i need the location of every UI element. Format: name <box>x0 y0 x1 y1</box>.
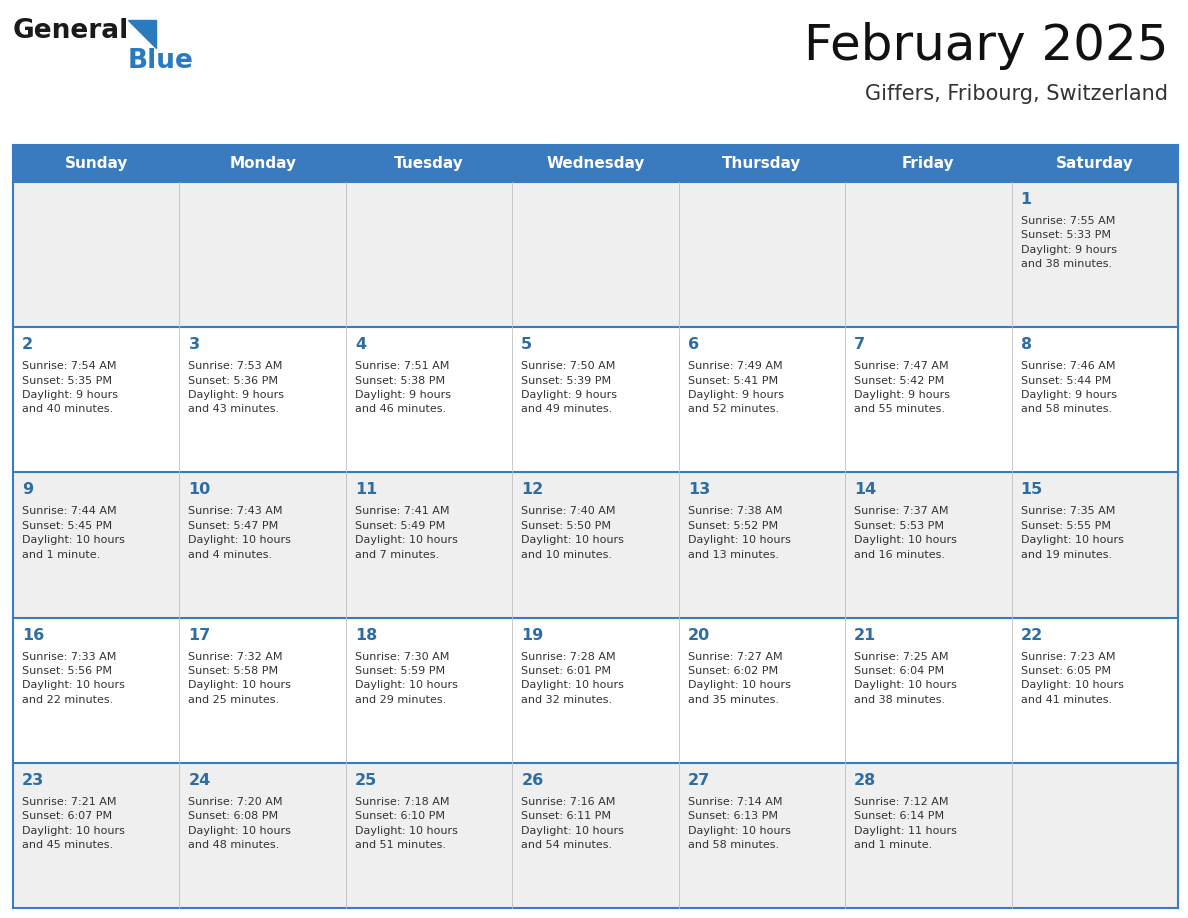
Text: Thursday: Thursday <box>722 156 802 171</box>
Text: Sunrise: 7:28 AM
Sunset: 6:01 PM
Daylight: 10 hours
and 32 minutes.: Sunrise: 7:28 AM Sunset: 6:01 PM Dayligh… <box>522 652 624 705</box>
Text: 27: 27 <box>688 773 710 788</box>
Text: 17: 17 <box>189 628 210 643</box>
Text: 21: 21 <box>854 628 877 643</box>
Text: 9: 9 <box>23 482 33 498</box>
Text: Blue: Blue <box>128 48 194 74</box>
Text: 13: 13 <box>688 482 710 498</box>
Text: 24: 24 <box>189 773 210 788</box>
Text: Sunrise: 7:50 AM
Sunset: 5:39 PM
Daylight: 9 hours
and 49 minutes.: Sunrise: 7:50 AM Sunset: 5:39 PM Dayligh… <box>522 361 618 414</box>
Text: 11: 11 <box>355 482 377 498</box>
Bar <box>13 473 1178 618</box>
Text: Sunrise: 7:51 AM
Sunset: 5:38 PM
Daylight: 9 hours
and 46 minutes.: Sunrise: 7:51 AM Sunset: 5:38 PM Dayligh… <box>355 361 451 414</box>
Text: Sunrise: 7:23 AM
Sunset: 6:05 PM
Daylight: 10 hours
and 41 minutes.: Sunrise: 7:23 AM Sunset: 6:05 PM Dayligh… <box>1020 652 1124 705</box>
Text: Sunrise: 7:33 AM
Sunset: 5:56 PM
Daylight: 10 hours
and 22 minutes.: Sunrise: 7:33 AM Sunset: 5:56 PM Dayligh… <box>23 652 125 705</box>
Text: 4: 4 <box>355 337 366 353</box>
Text: General: General <box>13 18 129 44</box>
Text: Sunrise: 7:14 AM
Sunset: 6:13 PM
Daylight: 10 hours
and 58 minutes.: Sunrise: 7:14 AM Sunset: 6:13 PM Dayligh… <box>688 797 790 850</box>
Text: Sunrise: 7:32 AM
Sunset: 5:58 PM
Daylight: 10 hours
and 25 minutes.: Sunrise: 7:32 AM Sunset: 5:58 PM Dayligh… <box>189 652 291 705</box>
Text: 14: 14 <box>854 482 877 498</box>
Text: 12: 12 <box>522 482 544 498</box>
Bar <box>13 327 1178 473</box>
Bar <box>13 763 1178 908</box>
Text: 23: 23 <box>23 773 44 788</box>
Text: Sunrise: 7:18 AM
Sunset: 6:10 PM
Daylight: 10 hours
and 51 minutes.: Sunrise: 7:18 AM Sunset: 6:10 PM Dayligh… <box>355 797 457 850</box>
Text: 8: 8 <box>1020 337 1031 353</box>
Text: 20: 20 <box>688 628 710 643</box>
Text: Sunrise: 7:12 AM
Sunset: 6:14 PM
Daylight: 11 hours
and 1 minute.: Sunrise: 7:12 AM Sunset: 6:14 PM Dayligh… <box>854 797 958 850</box>
Text: Sunrise: 7:35 AM
Sunset: 5:55 PM
Daylight: 10 hours
and 19 minutes.: Sunrise: 7:35 AM Sunset: 5:55 PM Dayligh… <box>1020 507 1124 560</box>
Text: 1: 1 <box>1020 192 1031 207</box>
Bar <box>13 618 1178 763</box>
Text: Saturday: Saturday <box>1056 156 1133 171</box>
Text: Sunrise: 7:44 AM
Sunset: 5:45 PM
Daylight: 10 hours
and 1 minute.: Sunrise: 7:44 AM Sunset: 5:45 PM Dayligh… <box>23 507 125 560</box>
Text: Wednesday: Wednesday <box>546 156 645 171</box>
Text: Sunrise: 7:55 AM
Sunset: 5:33 PM
Daylight: 9 hours
and 38 minutes.: Sunrise: 7:55 AM Sunset: 5:33 PM Dayligh… <box>1020 216 1117 269</box>
Text: 28: 28 <box>854 773 877 788</box>
Text: 26: 26 <box>522 773 544 788</box>
Text: 2: 2 <box>23 337 33 353</box>
Text: Sunrise: 7:53 AM
Sunset: 5:36 PM
Daylight: 9 hours
and 43 minutes.: Sunrise: 7:53 AM Sunset: 5:36 PM Dayligh… <box>189 361 284 414</box>
Text: Sunrise: 7:20 AM
Sunset: 6:08 PM
Daylight: 10 hours
and 48 minutes.: Sunrise: 7:20 AM Sunset: 6:08 PM Dayligh… <box>189 797 291 850</box>
Text: 16: 16 <box>23 628 44 643</box>
Text: Sunrise: 7:40 AM
Sunset: 5:50 PM
Daylight: 10 hours
and 10 minutes.: Sunrise: 7:40 AM Sunset: 5:50 PM Dayligh… <box>522 507 624 560</box>
Text: Sunrise: 7:54 AM
Sunset: 5:35 PM
Daylight: 9 hours
and 40 minutes.: Sunrise: 7:54 AM Sunset: 5:35 PM Dayligh… <box>23 361 118 414</box>
Text: Giffers, Fribourg, Switzerland: Giffers, Fribourg, Switzerland <box>865 84 1168 104</box>
Text: Sunrise: 7:16 AM
Sunset: 6:11 PM
Daylight: 10 hours
and 54 minutes.: Sunrise: 7:16 AM Sunset: 6:11 PM Dayligh… <box>522 797 624 850</box>
Text: Sunrise: 7:49 AM
Sunset: 5:41 PM
Daylight: 9 hours
and 52 minutes.: Sunrise: 7:49 AM Sunset: 5:41 PM Dayligh… <box>688 361 784 414</box>
Text: 22: 22 <box>1020 628 1043 643</box>
Text: Sunrise: 7:21 AM
Sunset: 6:07 PM
Daylight: 10 hours
and 45 minutes.: Sunrise: 7:21 AM Sunset: 6:07 PM Dayligh… <box>23 797 125 850</box>
Polygon shape <box>128 20 156 48</box>
Text: Sunrise: 7:30 AM
Sunset: 5:59 PM
Daylight: 10 hours
and 29 minutes.: Sunrise: 7:30 AM Sunset: 5:59 PM Dayligh… <box>355 652 457 705</box>
Text: 10: 10 <box>189 482 210 498</box>
Text: 25: 25 <box>355 773 377 788</box>
Text: Sunrise: 7:38 AM
Sunset: 5:52 PM
Daylight: 10 hours
and 13 minutes.: Sunrise: 7:38 AM Sunset: 5:52 PM Dayligh… <box>688 507 790 560</box>
Text: 5: 5 <box>522 337 532 353</box>
Text: Monday: Monday <box>229 156 296 171</box>
Text: Sunrise: 7:37 AM
Sunset: 5:53 PM
Daylight: 10 hours
and 16 minutes.: Sunrise: 7:37 AM Sunset: 5:53 PM Dayligh… <box>854 507 958 560</box>
Bar <box>13 145 1178 182</box>
Text: 19: 19 <box>522 628 544 643</box>
Text: 18: 18 <box>355 628 377 643</box>
Text: Sunrise: 7:25 AM
Sunset: 6:04 PM
Daylight: 10 hours
and 38 minutes.: Sunrise: 7:25 AM Sunset: 6:04 PM Dayligh… <box>854 652 958 705</box>
Text: 6: 6 <box>688 337 699 353</box>
Text: Sunrise: 7:46 AM
Sunset: 5:44 PM
Daylight: 9 hours
and 58 minutes.: Sunrise: 7:46 AM Sunset: 5:44 PM Dayligh… <box>1020 361 1117 414</box>
Text: 3: 3 <box>189 337 200 353</box>
Text: 7: 7 <box>854 337 865 353</box>
Text: Tuesday: Tuesday <box>394 156 465 171</box>
Text: February 2025: February 2025 <box>803 22 1168 70</box>
Text: Sunrise: 7:41 AM
Sunset: 5:49 PM
Daylight: 10 hours
and 7 minutes.: Sunrise: 7:41 AM Sunset: 5:49 PM Dayligh… <box>355 507 457 560</box>
Text: Sunday: Sunday <box>64 156 128 171</box>
Text: 15: 15 <box>1020 482 1043 498</box>
Bar <box>13 182 1178 327</box>
Text: Sunrise: 7:43 AM
Sunset: 5:47 PM
Daylight: 10 hours
and 4 minutes.: Sunrise: 7:43 AM Sunset: 5:47 PM Dayligh… <box>189 507 291 560</box>
Text: Sunrise: 7:27 AM
Sunset: 6:02 PM
Daylight: 10 hours
and 35 minutes.: Sunrise: 7:27 AM Sunset: 6:02 PM Dayligh… <box>688 652 790 705</box>
Text: Sunrise: 7:47 AM
Sunset: 5:42 PM
Daylight: 9 hours
and 55 minutes.: Sunrise: 7:47 AM Sunset: 5:42 PM Dayligh… <box>854 361 950 414</box>
Text: Friday: Friday <box>902 156 955 171</box>
